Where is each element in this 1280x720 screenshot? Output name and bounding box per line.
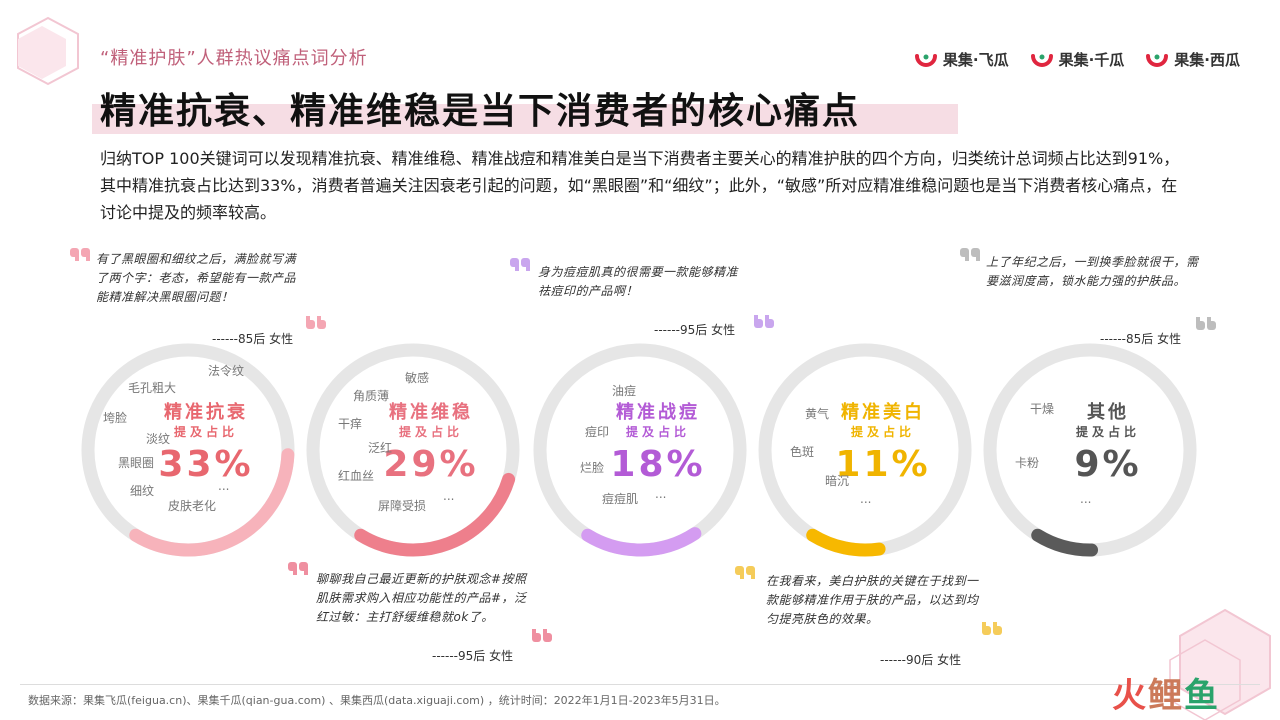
share-label: 提及占比 xyxy=(399,424,463,439)
melon-logo-icon xyxy=(914,54,937,67)
quote-close-icon xyxy=(1196,317,1216,330)
keyword-label: 黄气 xyxy=(805,406,829,421)
keyword-label: 屏障受损 xyxy=(378,498,426,513)
keyword-label: 淡纹 xyxy=(146,432,170,446)
keyword-label: 暗沉 xyxy=(825,473,849,488)
share-label: 提及占比 xyxy=(626,424,690,439)
quote-open-icon xyxy=(735,566,755,579)
donut-value-arc xyxy=(354,472,516,557)
brand-xigua: 果集·西瓜 xyxy=(1146,48,1240,70)
category-name: 其他 xyxy=(1087,401,1129,423)
keyword-label: 痘印 xyxy=(585,424,609,439)
keyword-label: ... xyxy=(655,487,666,501)
keyword-label: ... xyxy=(860,492,871,506)
footer-divider xyxy=(20,684,1260,685)
donut-value-arc xyxy=(806,528,886,557)
category-name: 精准战痘 xyxy=(616,401,700,423)
summary-paragraph: 归纳TOP 100关键词可以发现精准抗衰、精准维稳、精准战痘和精准美白是当下消费… xyxy=(100,149,1180,222)
share-value: 11% xyxy=(835,444,930,485)
user-quote: 上了年纪之后，一到换季脸就很干，需要滋润度高，锁水能力强的护肤品。 xyxy=(986,255,1199,288)
keyword-label: 干痒 xyxy=(338,416,362,431)
section-title: “精准护肤”人群热议痛点词分析 xyxy=(100,48,368,69)
brand-qiangua: 果集·千瓜 xyxy=(1030,48,1125,70)
quote-author: ------85后 女性 xyxy=(212,332,294,346)
donut-value-arc xyxy=(581,527,702,557)
headline-highlight xyxy=(92,104,958,134)
page-headline: 精准抗衰、精准维稳是当下消费者的核心痛点 xyxy=(100,91,861,132)
share-label: 提及占比 xyxy=(1076,424,1140,439)
keyword-label: 红血丝 xyxy=(338,468,374,483)
category-name: 精准抗衰 xyxy=(164,401,248,423)
user-quote: 身为痘痘肌真的很需要一款能够精准祛痘印的产品啊！ xyxy=(538,265,739,298)
melon-logo-icon xyxy=(1030,54,1053,67)
brand-label: 果集·西瓜 xyxy=(1174,50,1240,69)
watermark-char: 火 xyxy=(1112,676,1148,716)
category-name: 精准维稳 xyxy=(389,401,473,423)
share-label: 提及占比 xyxy=(174,424,238,439)
keyword-label: ... xyxy=(1080,492,1091,506)
quote-open-icon xyxy=(510,258,530,271)
keyword-label: 干燥 xyxy=(1030,402,1054,416)
quote-author: ------95后 女性 xyxy=(654,323,736,337)
keyword-label: ... xyxy=(443,489,454,503)
keyword-label: 油痘 xyxy=(612,383,636,398)
category-name: 精准美白 xyxy=(841,401,925,423)
brand-logos: 果集·飞瓜 果集·千瓜 果集·西瓜 xyxy=(914,48,1240,70)
quote-close-icon xyxy=(532,629,552,642)
hexagon-decoration xyxy=(1169,608,1271,720)
hexagon-decoration xyxy=(17,16,79,86)
keyword-label: ... xyxy=(218,479,229,493)
watermark-char: 鲤 xyxy=(1148,676,1184,716)
user-quote: 在我看来，美白护肤的关键在于找到一款能够精准作用于肤的产品，以达到均匀提亮肤色的… xyxy=(766,574,979,626)
keyword-label: 细纹 xyxy=(130,484,154,498)
share-value: 18% xyxy=(610,444,705,485)
quote-close-icon xyxy=(754,315,774,328)
quote-author: ------90后 女性 xyxy=(880,653,962,667)
melon-logo-icon xyxy=(1146,54,1169,67)
keyword-label: 垮脸 xyxy=(103,411,127,425)
brand-label: 果集·飞瓜 xyxy=(942,50,1009,69)
data-source-note: 数据来源：果集飞瓜(feigua.cn)、果集千瓜(qian-gua.com) … xyxy=(28,694,726,707)
watermark-logo: 火鲤鱼 xyxy=(1112,668,1220,717)
keyword-label: 法令纹 xyxy=(208,363,244,378)
quote-close-icon xyxy=(982,622,1002,635)
quote-open-icon xyxy=(960,248,980,261)
brand-feigua: 果集·飞瓜 xyxy=(914,48,1009,70)
quote-close-icon xyxy=(306,316,326,329)
share-value: 29% xyxy=(383,444,478,485)
user-quote: 有了黑眼圈和细纹之后，满脸就写满了两个字：老态，希望能有一款产品能精准解决黑眼圈… xyxy=(96,252,297,304)
share-value: 9% xyxy=(1074,444,1141,485)
donut-value-arc xyxy=(129,448,295,557)
watermark-char: 鱼 xyxy=(1184,676,1220,716)
keyword-label: 烂脸 xyxy=(580,461,604,475)
brand-label: 果集·千瓜 xyxy=(1058,50,1125,69)
keyword-label: 泛红 xyxy=(368,440,392,455)
quote-author: ------85后 女性 xyxy=(1100,332,1182,346)
donut-value-arc xyxy=(1031,528,1099,557)
keyword-label: 卡粉 xyxy=(1015,456,1039,470)
keyword-label: 毛孔粗大 xyxy=(128,381,176,395)
keyword-label: 皮肤老化 xyxy=(168,498,216,513)
quote-author: ------95后 女性 xyxy=(432,649,514,663)
quote-open-icon xyxy=(70,248,90,261)
keyword-label: 敏感 xyxy=(405,370,429,385)
keyword-label: 角质薄 xyxy=(353,388,389,403)
quote-open-icon xyxy=(288,562,308,575)
share-value: 33% xyxy=(158,444,253,485)
keyword-label: 痘痘肌 xyxy=(602,491,638,506)
share-label: 提及占比 xyxy=(851,424,915,439)
keyword-label: 黑眼圈 xyxy=(118,456,154,470)
keyword-label: 色斑 xyxy=(790,445,814,459)
user-quote: 聊聊我自己最近更新的护肤观念#按照肌肤需求购入相应功能性的产品#，泛红过敏：主打… xyxy=(316,572,527,624)
